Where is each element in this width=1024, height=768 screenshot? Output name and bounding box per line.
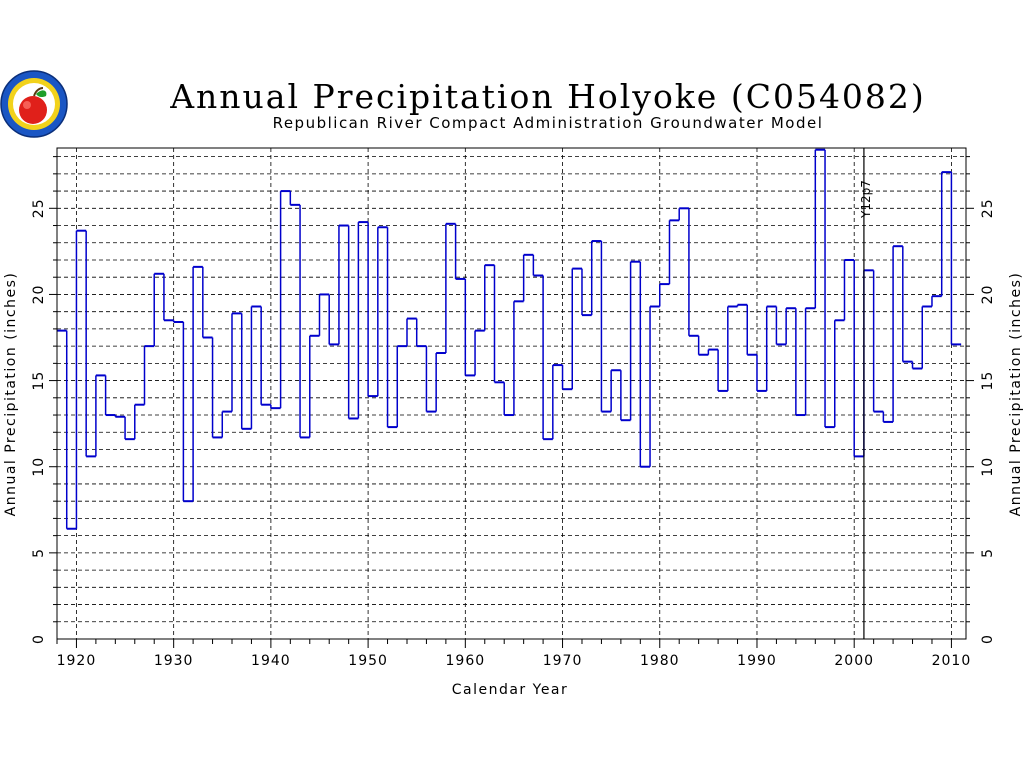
y-tick-label-left: 15 (31, 371, 47, 391)
y-tick-label-left: 25 (31, 198, 47, 218)
grid-lines (57, 148, 966, 639)
y-tick-label-right: 10 (980, 457, 996, 477)
y-tick-label-left: 10 (31, 457, 47, 477)
x-tick-label: 1930 (154, 653, 194, 669)
y-tick-label-right: 0 (980, 634, 996, 644)
y-tick-label-right: 20 (980, 285, 996, 305)
x-axis-title: Calendar Year (452, 682, 569, 698)
chart-title: Annual Precipitation Holyoke (C054082) (169, 77, 926, 116)
x-tick-label: 1950 (348, 653, 388, 669)
y-tick-label-left: 5 (31, 548, 47, 558)
x-tick-label: 2010 (932, 653, 972, 669)
y-axis-title-left: Annual Precipitation (inches) (3, 272, 19, 517)
series-layer (57, 148, 962, 530)
rrca-seal-logo (0, 70, 68, 138)
x-tick-label: 2000 (834, 653, 874, 669)
x-tick-label: 1960 (446, 653, 486, 669)
y-tick-label-right: 15 (980, 371, 996, 391)
axis-ticks (49, 156, 974, 648)
x-tick-label: 1980 (640, 653, 680, 669)
plot-frame (56, 147, 967, 640)
annotation-label: Y12p7 (859, 180, 873, 219)
x-tick-label: 1970 (543, 653, 583, 669)
y-tick-label-right: 5 (980, 548, 996, 558)
x-tick-label: 1990 (737, 653, 777, 669)
y-tick-label-left: 20 (31, 285, 47, 305)
chart-subtitle: Republican River Compact Administration … (273, 114, 824, 132)
tick-labels: 1920 1930 1940 1950 1960 1970 1980 1990 2000 2010… (31, 198, 996, 669)
y-axis-title-right: Annual Precipitation (inches) (1008, 272, 1024, 517)
y-tick-label-right: 25 (980, 198, 996, 218)
x-tick-label: 1920 (57, 653, 97, 669)
y-tick-label-left: 0 (31, 634, 47, 644)
x-tick-label: 1940 (251, 653, 291, 669)
